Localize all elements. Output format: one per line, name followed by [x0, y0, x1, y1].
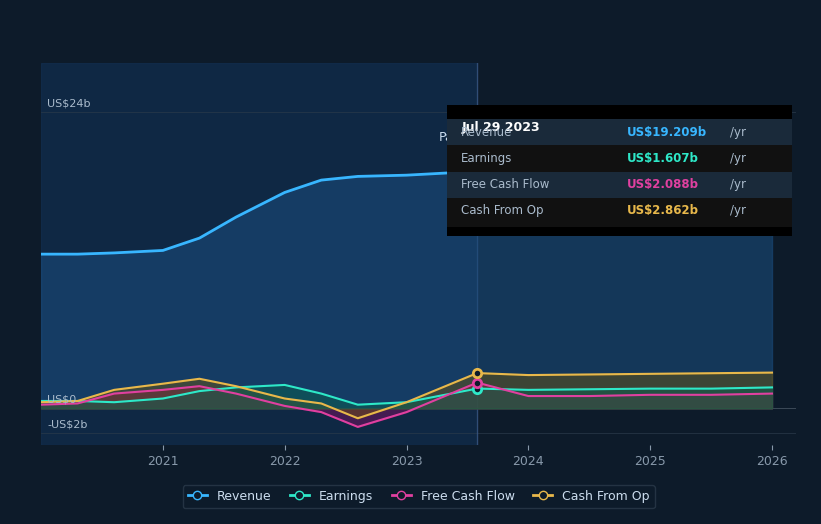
Text: /yr: /yr	[730, 126, 746, 139]
Text: US$24b: US$24b	[47, 99, 90, 108]
Legend: Revenue, Earnings, Free Cash Flow, Cash From Op: Revenue, Earnings, Free Cash Flow, Cash …	[183, 485, 654, 508]
FancyBboxPatch shape	[447, 171, 792, 200]
Text: US$2.862b: US$2.862b	[626, 204, 699, 217]
Text: /yr: /yr	[730, 152, 746, 165]
Text: Jul 29 2023: Jul 29 2023	[461, 121, 540, 134]
Text: US$19.209b: US$19.209b	[626, 126, 707, 139]
Text: Revenue: Revenue	[461, 126, 512, 139]
FancyBboxPatch shape	[447, 198, 792, 226]
Bar	[477, 63, 796, 445]
Text: US$2.088b: US$2.088b	[626, 178, 699, 191]
Text: US$1.607b: US$1.607b	[626, 152, 699, 165]
FancyBboxPatch shape	[447, 119, 792, 148]
Text: Earnings: Earnings	[461, 152, 512, 165]
FancyBboxPatch shape	[447, 145, 792, 174]
Text: /yr: /yr	[730, 204, 746, 217]
Text: /yr: /yr	[730, 178, 746, 191]
Text: Free Cash Flow: Free Cash Flow	[461, 178, 549, 191]
Bar	[41, 63, 477, 445]
Text: -US$2b: -US$2b	[47, 419, 88, 429]
Text: Analysts Forecasts: Analysts Forecasts	[489, 131, 606, 144]
Text: US$0: US$0	[47, 395, 76, 405]
Text: Past: Past	[439, 131, 465, 144]
Text: Cash From Op: Cash From Op	[461, 204, 544, 217]
